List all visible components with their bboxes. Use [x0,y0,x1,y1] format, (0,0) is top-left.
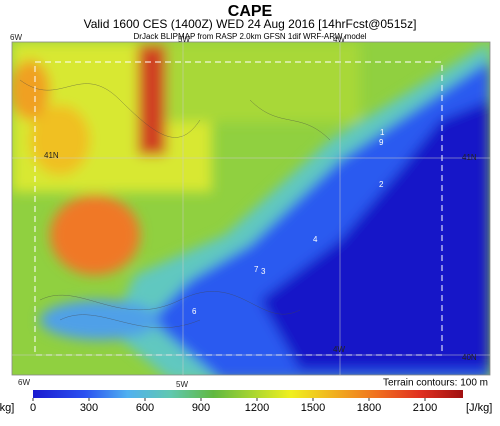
lon-label: 5W [178,35,190,44]
site-label: 9 [379,138,384,147]
lat-label: 41N [44,151,59,160]
site-label: 7 [254,265,259,274]
site-label: 3 [261,267,266,276]
colorbar-tick-label: 1500 [301,402,325,414]
colorbar-tick-label: 600 [136,402,154,414]
colorbar-tick-label: 300 [80,402,98,414]
colorbar-tick-label: 1800 [357,402,381,414]
colorbar-tick-label: 0 [30,402,36,414]
colorbar [33,390,463,398]
colorbar-unit: [J/kg] [0,402,14,414]
colorbar-unit: [J/kg] [466,402,492,414]
terrain-note: Terrain contours: 100 m [383,378,488,389]
lon-label: 5W [176,380,188,389]
site-label: 4 [313,235,318,244]
valid-time: Valid 1600 CES (1400Z) WED 24 Aug 2016 [… [84,17,417,31]
lon-label: 6W [18,378,30,387]
colorbar-tick-label: 2100 [413,402,437,414]
site-label: 6 [192,307,197,316]
map-frame [11,41,491,376]
colorbar-ticks: 0 300 600 900 1200 1500 1800 2100 [30,398,437,414]
lon-label: 4W [333,345,345,354]
subtitle: DrJack BLIPMAP from RASP 2.0km GFSN 1dif… [134,32,367,41]
map-field [12,42,490,375]
site-label: 2 [379,180,384,189]
lon-label: 6W [10,33,22,42]
lat-label: 41N [462,153,477,162]
lon-label: 4W [333,35,345,44]
colorbar-tick-label: 1200 [245,402,269,414]
graticule [12,42,490,375]
colorbar-tick-label: 900 [192,402,210,414]
site-label: 1 [380,128,385,137]
title: CAPE [228,3,273,20]
lat-label: 40N [462,353,477,362]
